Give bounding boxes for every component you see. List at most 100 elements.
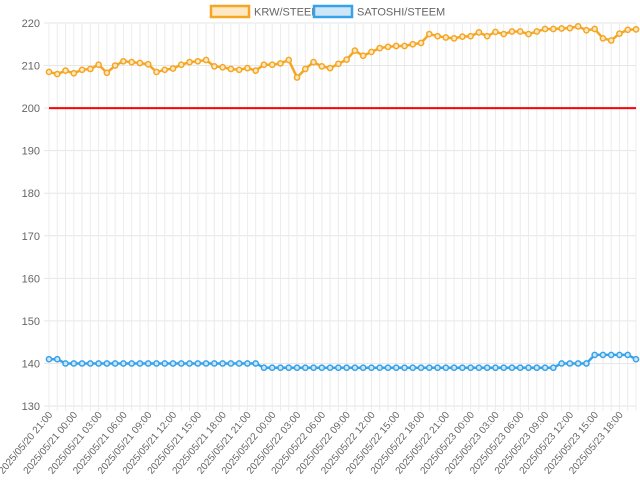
data-point[interactable] bbox=[202, 360, 210, 367]
data-point[interactable] bbox=[492, 28, 499, 36]
data-point[interactable] bbox=[62, 67, 69, 75]
data-point[interactable] bbox=[318, 63, 326, 70]
data-point[interactable] bbox=[384, 43, 392, 51]
data-point[interactable] bbox=[376, 364, 384, 372]
data-point[interactable] bbox=[186, 58, 193, 66]
data-point[interactable] bbox=[384, 364, 392, 372]
data-point[interactable] bbox=[120, 360, 127, 367]
data-point[interactable] bbox=[574, 360, 582, 367]
data-point[interactable] bbox=[549, 364, 557, 372]
data-point[interactable] bbox=[45, 68, 53, 76]
data-point[interactable] bbox=[368, 48, 375, 56]
data-point[interactable] bbox=[624, 351, 632, 359]
data-point[interactable] bbox=[401, 364, 408, 372]
data-point[interactable] bbox=[252, 360, 260, 367]
data-point[interactable] bbox=[442, 34, 450, 41]
data-point[interactable] bbox=[549, 25, 557, 33]
data-point[interactable] bbox=[153, 68, 160, 76]
data-point[interactable] bbox=[310, 58, 317, 66]
data-point[interactable] bbox=[318, 364, 326, 372]
data-point[interactable] bbox=[169, 360, 177, 367]
data-point[interactable] bbox=[599, 34, 607, 42]
data-point[interactable] bbox=[607, 37, 615, 44]
data-point[interactable] bbox=[144, 360, 152, 367]
data-point[interactable] bbox=[425, 30, 433, 38]
data-point[interactable] bbox=[285, 364, 293, 372]
data-point[interactable] bbox=[434, 364, 441, 372]
data-point[interactable] bbox=[624, 26, 632, 34]
data-point[interactable] bbox=[169, 65, 177, 72]
data-point[interactable] bbox=[409, 364, 417, 372]
data-point[interactable] bbox=[392, 42, 400, 50]
data-point[interactable] bbox=[343, 364, 350, 372]
data-point[interactable] bbox=[483, 32, 491, 40]
data-point[interactable] bbox=[177, 360, 185, 367]
data-point[interactable] bbox=[459, 364, 466, 372]
data-point[interactable] bbox=[252, 67, 260, 75]
data-point[interactable] bbox=[616, 351, 623, 359]
data-point[interactable] bbox=[425, 364, 433, 372]
data-point[interactable] bbox=[268, 61, 276, 69]
data-point[interactable] bbox=[632, 26, 640, 33]
data-point[interactable] bbox=[70, 69, 78, 77]
legend-item-satoshi-steem[interactable]: SATOSHI/STEEM bbox=[312, 4, 445, 19]
data-point[interactable] bbox=[194, 360, 202, 367]
data-point[interactable] bbox=[70, 360, 78, 367]
data-point[interactable] bbox=[459, 33, 466, 40]
data-point[interactable] bbox=[359, 52, 367, 60]
data-point[interactable] bbox=[285, 56, 293, 64]
data-point[interactable] bbox=[525, 30, 532, 38]
data-point[interactable] bbox=[103, 69, 111, 77]
data-point[interactable] bbox=[591, 351, 599, 359]
data-point[interactable] bbox=[293, 364, 301, 372]
data-point[interactable] bbox=[508, 28, 516, 35]
data-point[interactable] bbox=[177, 61, 185, 69]
data-point[interactable] bbox=[136, 59, 144, 67]
data-point[interactable] bbox=[326, 64, 334, 72]
data-point[interactable] bbox=[392, 364, 400, 372]
data-point[interactable] bbox=[293, 74, 301, 81]
data-point[interactable] bbox=[186, 360, 193, 367]
legend[interactable]: KRW/STEEM SATOSHI/STEEM bbox=[209, 4, 445, 19]
data-point[interactable] bbox=[343, 56, 350, 63]
data-point[interactable] bbox=[508, 364, 516, 372]
data-point[interactable] bbox=[53, 70, 61, 78]
data-point[interactable] bbox=[632, 355, 640, 363]
data-point[interactable] bbox=[541, 25, 549, 33]
data-point[interactable] bbox=[95, 61, 102, 69]
legend-item-krw-steem[interactable]: KRW/STEEM bbox=[209, 4, 320, 19]
data-point[interactable] bbox=[78, 360, 86, 367]
data-point[interactable] bbox=[335, 60, 342, 68]
data-point[interactable] bbox=[161, 360, 169, 367]
data-point[interactable] bbox=[574, 23, 582, 30]
data-point[interactable] bbox=[235, 66, 243, 74]
data-point[interactable] bbox=[566, 360, 574, 367]
data-point[interactable] bbox=[434, 32, 441, 40]
data-point[interactable] bbox=[558, 360, 565, 367]
data-point[interactable] bbox=[219, 63, 226, 71]
data-point[interactable] bbox=[268, 364, 276, 372]
data-point[interactable] bbox=[53, 355, 61, 363]
data-point[interactable] bbox=[541, 364, 549, 372]
data-point[interactable] bbox=[45, 355, 53, 363]
data-point[interactable] bbox=[62, 360, 69, 367]
data-point[interactable] bbox=[492, 364, 499, 372]
data-point[interactable] bbox=[277, 364, 284, 372]
data-point[interactable] bbox=[301, 364, 309, 372]
data-point[interactable] bbox=[475, 29, 483, 36]
data-point[interactable] bbox=[260, 364, 268, 372]
data-point[interactable] bbox=[211, 63, 218, 70]
data-point[interactable] bbox=[211, 360, 218, 367]
data-point[interactable] bbox=[202, 56, 210, 64]
data-point[interactable] bbox=[235, 360, 243, 367]
data-point[interactable] bbox=[516, 28, 524, 35]
data-point[interactable] bbox=[161, 66, 169, 74]
data-point[interactable] bbox=[120, 57, 127, 65]
data-point[interactable] bbox=[128, 58, 136, 66]
data-point[interactable] bbox=[475, 364, 483, 372]
data-point[interactable] bbox=[533, 28, 541, 35]
data-point[interactable] bbox=[227, 65, 235, 73]
data-point[interactable] bbox=[450, 34, 458, 42]
data-point[interactable] bbox=[310, 364, 317, 372]
data-point[interactable] bbox=[244, 64, 251, 72]
